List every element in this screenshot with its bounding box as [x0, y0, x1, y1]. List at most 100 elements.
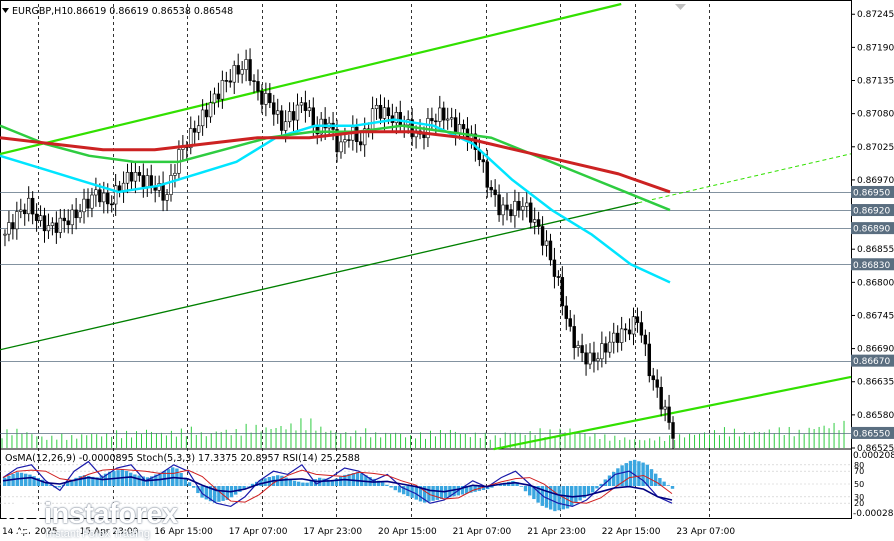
candle-body — [161, 183, 165, 201]
candle-body — [489, 187, 493, 191]
candle-body — [220, 80, 225, 100]
candle-body — [276, 110, 280, 115]
osma-bar — [465, 486, 469, 494]
candle-body — [608, 341, 612, 353]
candle — [493, 179, 497, 207]
osc-level-label: 50 — [854, 480, 864, 489]
osma-bar — [553, 486, 557, 512]
osma-bar — [431, 486, 435, 501]
candle-body — [552, 259, 557, 277]
osma-bar — [40, 479, 45, 486]
candle — [110, 195, 114, 213]
symbol-label: EURGBP,H1 — [12, 6, 67, 17]
osma-bar — [355, 472, 360, 486]
osma-bar — [649, 469, 654, 486]
osma-bar — [49, 484, 53, 486]
osma-bar — [95, 477, 99, 486]
osma-bar — [242, 486, 246, 490]
osma-bar — [523, 486, 528, 492]
candle — [619, 316, 624, 351]
candle-body — [90, 194, 94, 209]
candle-body — [272, 102, 276, 115]
price-tick-label: 0.86635 — [857, 378, 894, 388]
candle-body — [303, 102, 308, 111]
price-level-box-bg — [851, 258, 894, 271]
osma-bar — [150, 476, 154, 486]
osma-bar — [87, 475, 91, 486]
candle — [23, 203, 27, 226]
candle — [576, 340, 580, 357]
candle-body — [113, 185, 118, 205]
candle-body — [248, 59, 252, 81]
candle-body — [600, 343, 604, 360]
osma-bar — [620, 465, 624, 486]
price-level-box-bg — [851, 222, 894, 235]
moving-average-line — [0, 130, 671, 194]
candle-body — [532, 219, 537, 223]
osma-bar — [334, 478, 339, 486]
osma-bar — [406, 486, 410, 497]
candle-body — [133, 172, 138, 182]
candle — [240, 61, 244, 84]
osma-bar — [628, 460, 633, 486]
candle-body — [169, 175, 173, 195]
candle — [655, 369, 659, 398]
moving-average-line — [0, 118, 671, 284]
candle-body — [236, 65, 240, 75]
candle-body — [596, 358, 600, 362]
price-level-box-bg — [851, 426, 894, 439]
osma-bar — [204, 486, 208, 500]
osma-bar — [633, 459, 637, 486]
osma-bar — [414, 486, 418, 500]
symbol-dropdown-icon[interactable] — [2, 8, 9, 13]
candle-body — [323, 118, 327, 129]
candle — [58, 208, 63, 239]
candle-body — [54, 222, 59, 233]
time-tick-label: 22 Apr 15:00 — [602, 527, 661, 537]
osma-bar — [284, 477, 288, 486]
candle — [137, 165, 142, 182]
candle — [667, 394, 671, 430]
moving-average-line — [0, 124, 671, 212]
candle — [224, 71, 229, 93]
candle — [42, 207, 47, 243]
osma-bar — [208, 486, 213, 502]
candle — [70, 204, 74, 235]
candle — [200, 99, 205, 136]
candle — [133, 161, 138, 194]
osma-bar — [66, 481, 70, 486]
candle — [3, 229, 7, 247]
candle — [54, 211, 59, 244]
scroll-marker-icon[interactable] — [675, 4, 686, 10]
candle-body — [493, 189, 497, 196]
candle — [165, 189, 169, 211]
osma-bar — [565, 486, 570, 509]
candle — [600, 331, 604, 368]
candle — [532, 207, 537, 235]
osma-bar — [460, 486, 465, 495]
osma-bar — [654, 473, 658, 486]
osma-bar — [624, 463, 628, 486]
candle-body — [335, 129, 339, 153]
candle — [501, 197, 505, 226]
candle-body — [137, 172, 142, 176]
osma-bar — [225, 486, 229, 500]
osma-bar — [288, 479, 292, 486]
osma-bar — [519, 486, 523, 487]
osma-bar — [658, 478, 662, 486]
osma-bar — [486, 486, 490, 490]
osma-bar — [280, 475, 284, 486]
candle-body — [15, 211, 19, 230]
candle — [604, 336, 608, 365]
candle-body — [580, 345, 584, 354]
osma-bar — [187, 482, 192, 486]
candle-body — [446, 118, 450, 121]
candle — [38, 205, 43, 227]
candle-body — [58, 217, 63, 233]
price-level-box-bg — [851, 354, 894, 367]
osma-bar — [578, 486, 582, 501]
candle — [438, 95, 442, 127]
candle-body — [264, 93, 268, 105]
osma-bar — [532, 486, 536, 500]
osma-bar — [490, 486, 494, 488]
